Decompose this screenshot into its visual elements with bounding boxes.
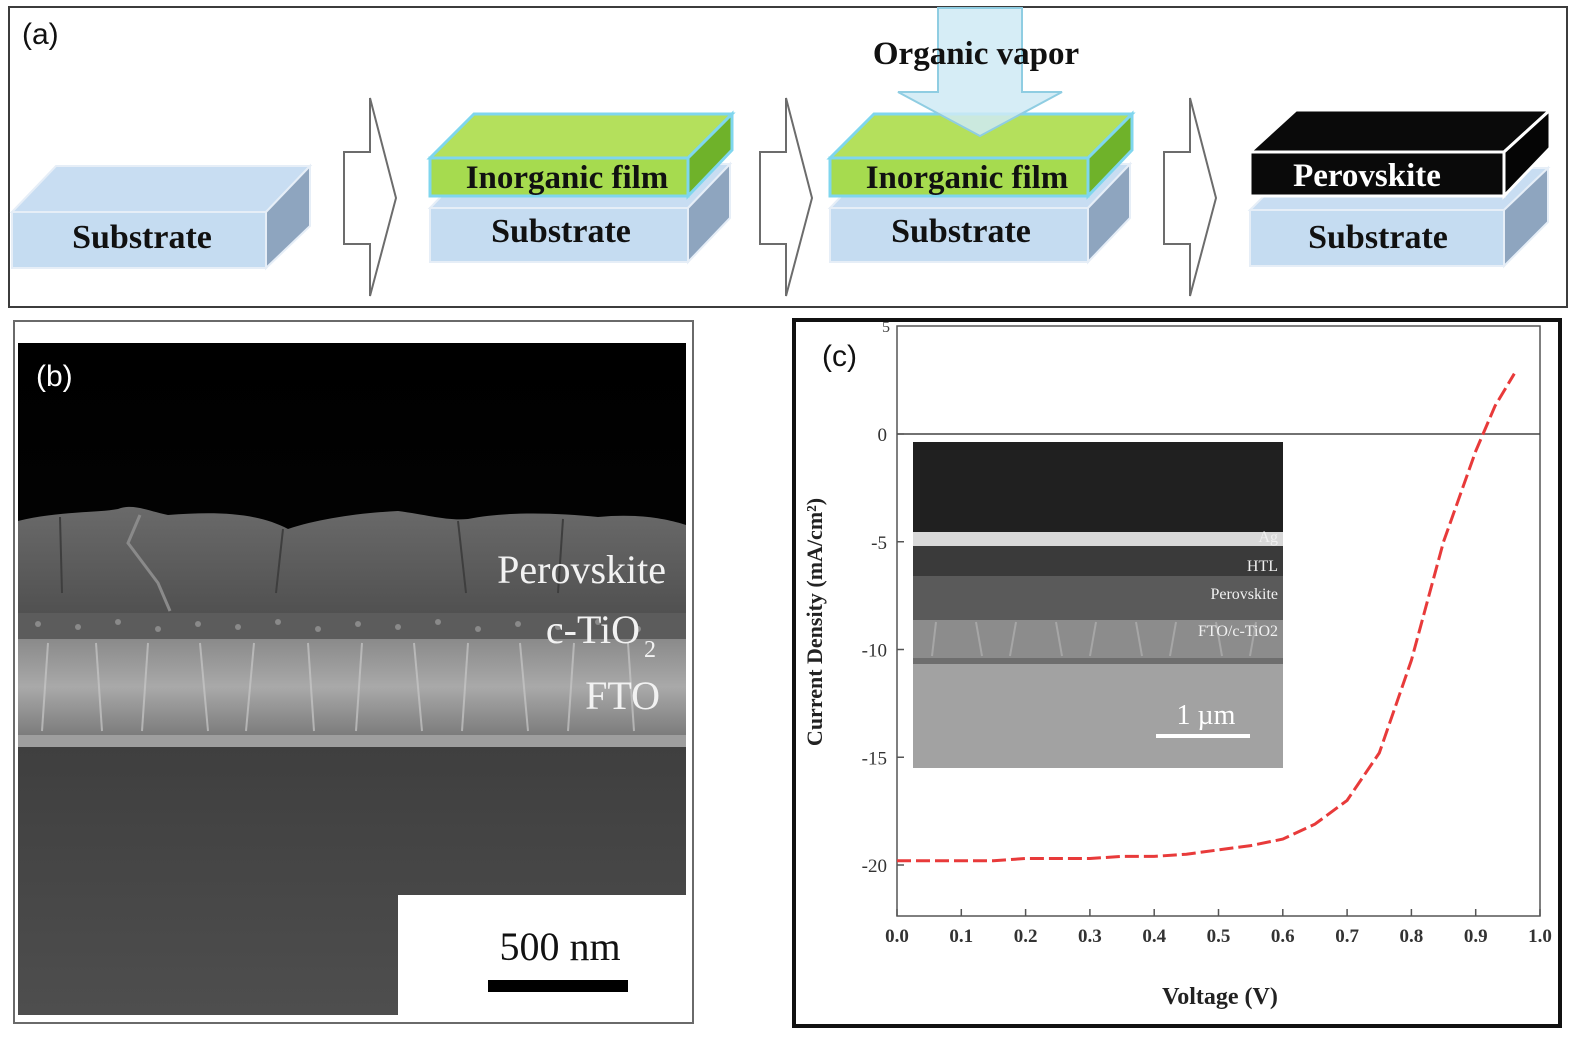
organic-vapor-label: Organic vapor bbox=[873, 36, 1079, 72]
x-axis-ticks: 0.0 0.1 0.2 0.3 0.4 0.5 0.6 0.7 0.8 0.9 1.0 bbox=[885, 909, 1552, 947]
y-tick-label: -10 bbox=[862, 641, 887, 662]
step-3-block bbox=[826, 110, 1136, 265]
inset-label-perovskite: Perovskite bbox=[1210, 586, 1278, 603]
step-3-substrate-label: Substrate bbox=[891, 213, 1031, 250]
x-tick-label: 0.5 bbox=[1207, 926, 1231, 947]
panel-c-letter: (c) bbox=[822, 340, 857, 373]
inset-label-fto-tio2: FTO/c-TiO2 bbox=[1198, 623, 1278, 640]
step-1-substrate-block bbox=[9, 163, 313, 271]
step-1-substrate-label: Substrate bbox=[72, 219, 212, 256]
step-4-substrate-label: Substrate bbox=[1308, 219, 1448, 256]
panel-a-letter: (a) bbox=[22, 18, 59, 51]
process-arrow-1 bbox=[343, 97, 398, 297]
x-tick-label: 0.0 bbox=[885, 926, 909, 947]
y-top-partial-tick: 5 bbox=[882, 322, 890, 336]
step-2-substrate-label: Substrate bbox=[491, 213, 631, 250]
inset-sem-image: 1 µm Ag HTL Perovskite FTO/c-TiO2 bbox=[913, 442, 1283, 768]
step-2-block bbox=[426, 110, 736, 265]
inset-scale-bar-label: 1 µm bbox=[1177, 700, 1236, 731]
panel-a-drawing: Substrate Inorganic film Substrate Organ… bbox=[9, 7, 1554, 297]
step-4-block bbox=[1246, 106, 1554, 269]
y-tick-label: -20 bbox=[862, 856, 887, 877]
panel-b-sem-image: 500 nm Perovskite c-TiO 2 FTO bbox=[18, 343, 686, 1015]
x-tick-label: 0.2 bbox=[1014, 926, 1038, 947]
fto-layer-label: FTO bbox=[585, 673, 660, 718]
jv-curve-chart: 0.0 0.1 0.2 0.3 0.4 0.5 0.6 0.7 0.8 0.9 1.0 0 -5 -10… bbox=[802, 322, 1552, 1010]
jv-series-line bbox=[897, 372, 1516, 863]
inset-label-ag: Ag bbox=[1258, 529, 1278, 546]
tio2-layer-label: c-TiO bbox=[546, 607, 640, 652]
x-tick-label: 0.9 bbox=[1464, 926, 1488, 947]
x-tick-label: 0.1 bbox=[949, 926, 973, 947]
x-axis-label: Voltage (V) bbox=[1162, 984, 1278, 1010]
y-axis-ticks: 0 -5 -10 -15 -20 bbox=[862, 425, 904, 877]
step-2-film-label: Inorganic film bbox=[466, 160, 669, 196]
process-arrow-2 bbox=[759, 97, 814, 297]
x-tick-label: 0.7 bbox=[1335, 926, 1359, 947]
perovskite-layer-label: Perovskite bbox=[497, 547, 666, 592]
organic-vapor-arrow bbox=[897, 7, 1063, 138]
step-3-film-label: Inorganic film bbox=[866, 160, 1069, 196]
x-tick-label: 1.0 bbox=[1528, 926, 1552, 947]
step-4-perovskite-label: Perovskite bbox=[1293, 158, 1441, 194]
y-axis-label: Current Density (mA/cm²) bbox=[802, 498, 827, 746]
inset-label-htl: HTL bbox=[1247, 558, 1278, 575]
y-tick-label: -5 bbox=[871, 533, 887, 554]
panel-b-letter: (b) bbox=[36, 360, 73, 393]
panel-b-scale-bar-label: 500 nm bbox=[499, 924, 620, 969]
y-tick-label: -15 bbox=[862, 748, 887, 769]
process-arrow-3 bbox=[1163, 97, 1218, 297]
x-tick-label: 0.6 bbox=[1271, 926, 1295, 947]
y-tick-label: 0 bbox=[878, 425, 888, 446]
x-tick-label: 0.8 bbox=[1400, 926, 1424, 947]
tio2-subscript: 2 bbox=[644, 637, 656, 663]
x-tick-label: 0.3 bbox=[1078, 926, 1102, 947]
x-tick-label: 0.4 bbox=[1142, 926, 1166, 947]
